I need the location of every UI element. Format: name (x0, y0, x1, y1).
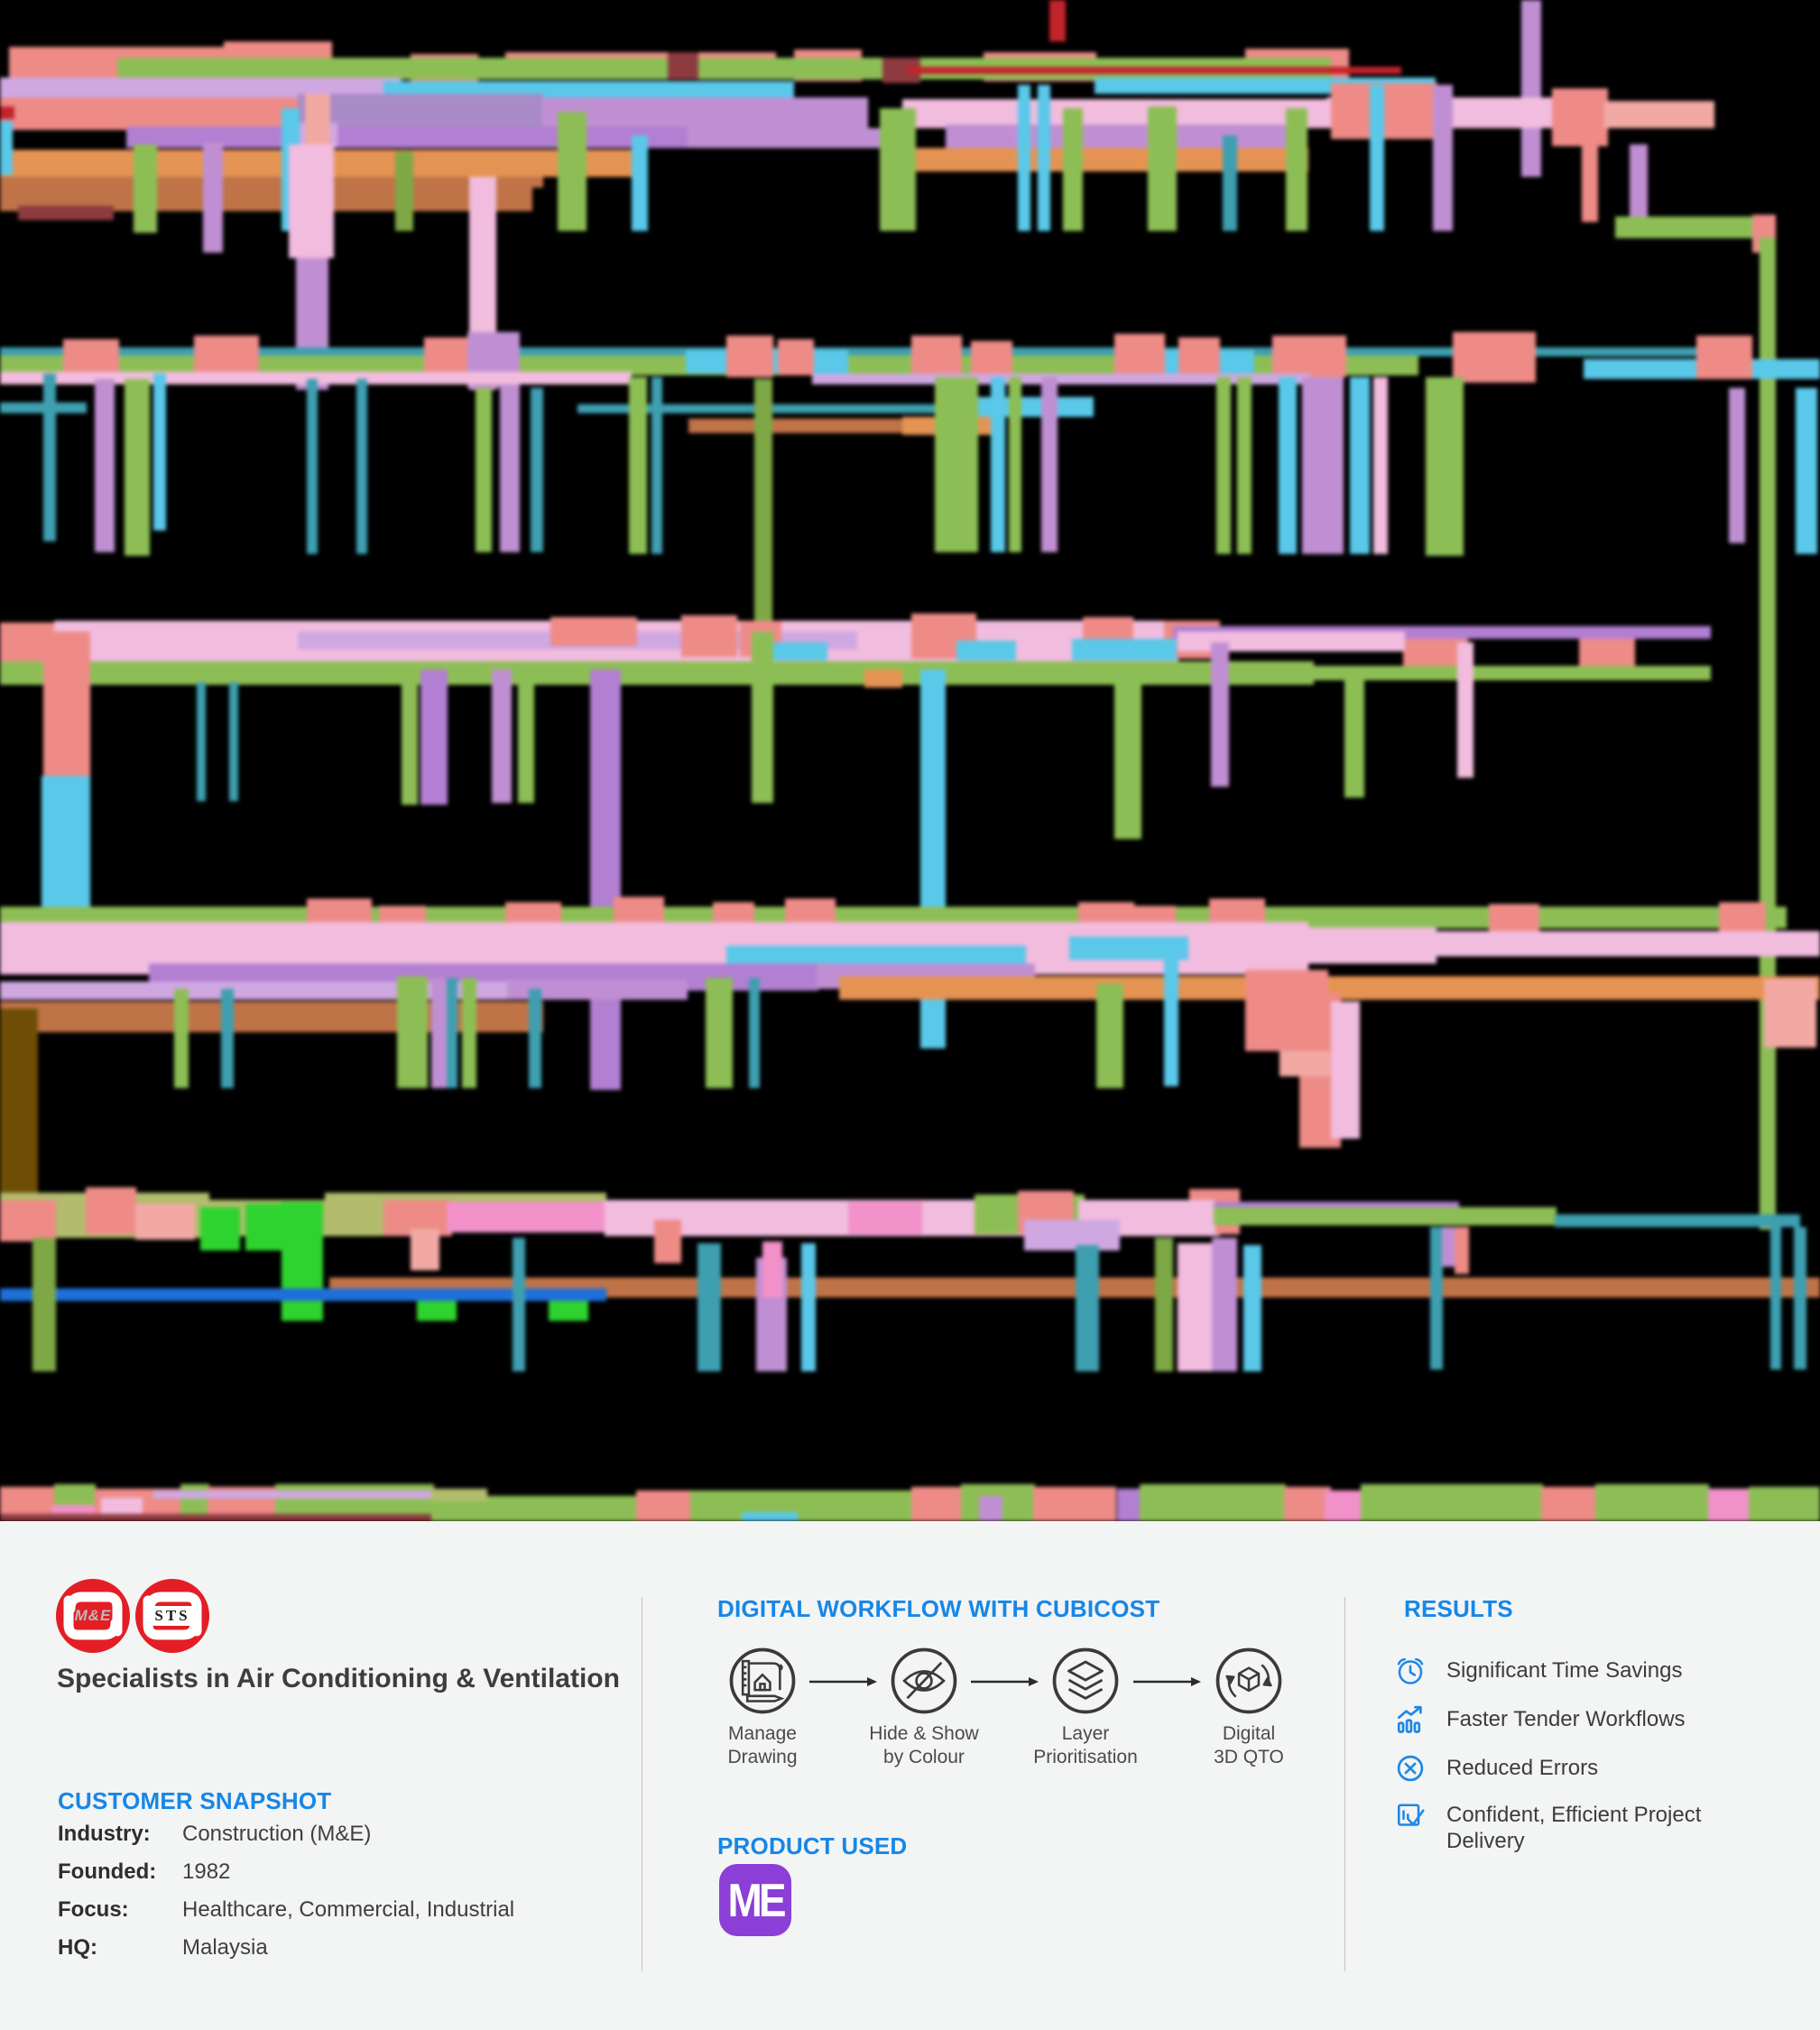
snapshot-value: Construction (M&E) (182, 1822, 372, 1846)
alarm-clock-icon (1397, 1657, 1424, 1684)
divider-right (1344, 1597, 1345, 1971)
result-label: Confident, Efficient Project Delivery (1446, 1803, 1702, 1853)
workflow-arrow-icon (971, 1677, 1039, 1686)
logo-s-band-icon (63, 1592, 123, 1640)
snapshot-label: Focus: (58, 1897, 129, 1922)
workflow-step-label: Manage Drawing (727, 1723, 798, 1767)
logo-s-band-icon (143, 1592, 202, 1640)
snapshot-label: HQ: (58, 1935, 97, 1960)
digital-3d-qto-icon (1215, 1647, 1282, 1714)
snapshot-label: Industry: (58, 1822, 151, 1846)
workflow-step-hide-show: Hide & Show by Colour (852, 1647, 996, 1769)
manage-drawing-icon (729, 1647, 796, 1714)
snapshot-value: 1982 (182, 1859, 231, 1884)
bim-model-svg (0, 0, 1820, 1521)
bim-model-viewport (0, 0, 1820, 1521)
workflow-step-label: Layer Prioritisation (1033, 1723, 1138, 1767)
logo-me-label: M&E (74, 1607, 112, 1624)
result-item-tender-workflows: Faster Tender Workflows (1394, 1703, 1782, 1736)
snapshot-row-founded: Founded: 1982 (58, 1859, 617, 1885)
snapshot-row-focus: Focus: Healthcare, Commercial, Industria… (58, 1897, 617, 1923)
workflow-step-layer-prioritisation: Layer Prioritisation (1013, 1647, 1158, 1769)
result-item-reduced-errors: Reduced Errors (1394, 1752, 1782, 1785)
workflow-title: DIGITAL WORKFLOW WITH CUBICOST (717, 1595, 1160, 1622)
workflow-step-label: Digital 3D QTO (1214, 1723, 1284, 1767)
snapshot-row-industry: Industry: Construction (M&E) (58, 1822, 617, 1847)
cubicost-tme-logo: ME (719, 1864, 791, 1936)
snapshot-label: Founded: (58, 1859, 157, 1884)
result-label: Reduced Errors (1446, 1756, 1599, 1780)
workflow-step-label: Hide & Show by Colour (869, 1723, 979, 1767)
result-item-project-delivery: Confident, Efficient Project Delivery (1394, 1799, 1782, 1854)
info-section: M&E STS Specialists in Air Conditioning … (0, 1521, 1820, 2030)
logo-sts-label: STS (154, 1607, 190, 1624)
hide-show-by-colour-icon (891, 1647, 957, 1714)
results-title: RESULTS (1404, 1595, 1513, 1622)
error-circle-icon (1397, 1755, 1424, 1782)
company-logo-sts: STS (135, 1579, 209, 1653)
workflow-step-manage-drawing: Manage Drawing (690, 1647, 835, 1769)
snapshot-value: Malaysia (182, 1935, 268, 1960)
result-label: Faster Tender Workflows (1446, 1707, 1686, 1731)
workflow-arrow-icon (1133, 1677, 1201, 1686)
product-used-title: PRODUCT USED (717, 1832, 908, 1859)
workflow-step-digital-3d-qto: Digital 3D QTO (1177, 1647, 1321, 1769)
company-logo-me: M&E (56, 1579, 130, 1653)
project-check-icon (1397, 1804, 1425, 1826)
result-item-time-savings: Significant Time Savings (1394, 1655, 1782, 1687)
snapshot-row-hq: HQ: Malaysia (58, 1935, 617, 1961)
workflow-arrow-icon (809, 1677, 877, 1686)
snapshot-value: Healthcare, Commercial, Industrial (182, 1897, 515, 1922)
cubicost-tme-logo-text: ME (727, 1873, 787, 1927)
company-tagline: Specialists in Air Conditioning & Ventil… (57, 1664, 620, 1693)
chart-growth-icon (1397, 1705, 1422, 1733)
result-label: Significant Time Savings (1446, 1658, 1683, 1683)
layer-prioritisation-icon (1052, 1647, 1119, 1714)
customer-snapshot-title: CUSTOMER SNAPSHOT (58, 1787, 332, 1814)
